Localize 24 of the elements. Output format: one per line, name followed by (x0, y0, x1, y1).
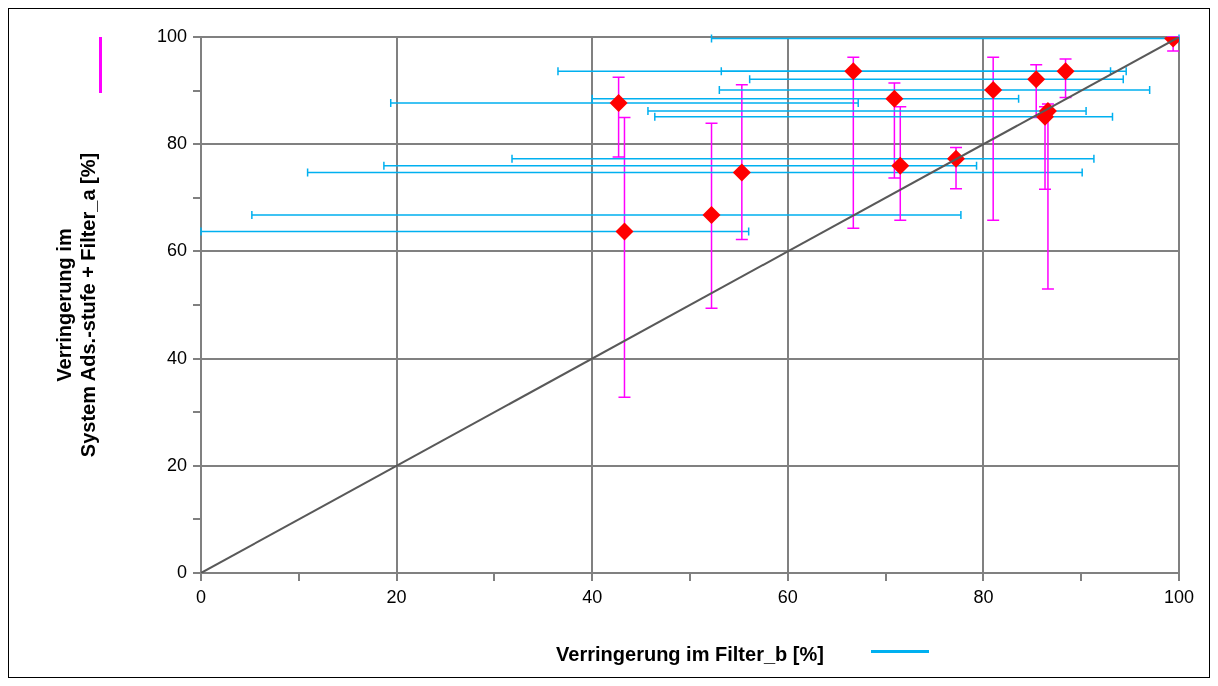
x-tick-label: 60 (777, 586, 798, 607)
y-tick-label: 80 (166, 133, 187, 154)
y-axis-title: Verringerung im System Ads.-stufe + Filter_a [%] (52, 152, 99, 458)
x-tick-label: 80 (973, 586, 994, 607)
point (885, 89, 904, 108)
point (702, 205, 721, 224)
y-tick-label: 20 (166, 454, 187, 475)
y-tick-label: 40 (166, 347, 187, 368)
y-tick-label: 100 (156, 25, 187, 46)
point (891, 156, 910, 175)
x-tick-label: 20 (386, 586, 407, 607)
y-tick-label: 60 (166, 240, 187, 261)
point (984, 81, 1003, 100)
x-axis-title: Verringerung im Filter_b [%] (556, 642, 824, 665)
x-tick-label: 100 (1163, 586, 1195, 607)
point (615, 222, 634, 241)
y-tick-label: 0 (176, 561, 187, 582)
point (609, 93, 628, 112)
point (732, 163, 751, 182)
point (1027, 70, 1046, 89)
point (844, 62, 863, 81)
x-tick-label: 40 (582, 586, 603, 607)
point (1056, 62, 1075, 81)
x-tick-label: 0 (195, 586, 207, 607)
